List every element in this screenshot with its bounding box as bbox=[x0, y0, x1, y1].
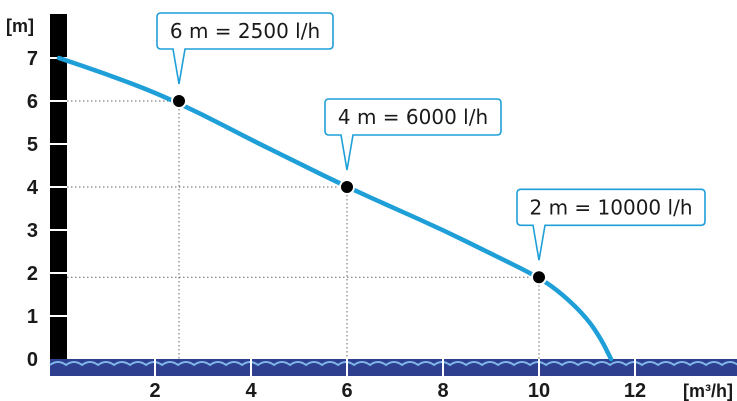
callout-box bbox=[516, 188, 706, 261]
x-tick-label: 12 bbox=[624, 380, 646, 401]
x-tick-label: 8 bbox=[437, 380, 448, 401]
x-tick-label: 4 bbox=[245, 380, 257, 401]
x-tick-label: 2 bbox=[149, 380, 160, 401]
x-tick-label: 6 bbox=[341, 380, 352, 401]
callout-label: 4 m = 6000 l/h bbox=[338, 105, 488, 129]
water-wave bbox=[49, 361, 737, 367]
y-tick-label: 2 bbox=[27, 263, 38, 285]
y-tick-label: 0 bbox=[27, 349, 38, 371]
y-tick-label: 4 bbox=[27, 177, 39, 199]
callout-box bbox=[324, 98, 502, 171]
y-tick-label: 6 bbox=[27, 91, 38, 113]
x-tick-label: 10 bbox=[528, 380, 550, 401]
data-point bbox=[531, 269, 547, 286]
y-tick-label: 7 bbox=[27, 48, 38, 70]
y-tick-label: 5 bbox=[27, 134, 38, 156]
callout-label: 2 m = 10000 l/h bbox=[530, 195, 693, 219]
y-tick-label: 1 bbox=[27, 306, 38, 328]
data-point bbox=[339, 179, 355, 195]
callout-label: 6 m = 2500 l/h bbox=[170, 19, 320, 43]
y-axis-label: [m] bbox=[6, 16, 34, 36]
data-point bbox=[171, 93, 187, 109]
x-axis-label: [m³/h] bbox=[683, 381, 733, 401]
y-tick-label: 3 bbox=[27, 220, 38, 242]
callout-box bbox=[156, 12, 334, 85]
